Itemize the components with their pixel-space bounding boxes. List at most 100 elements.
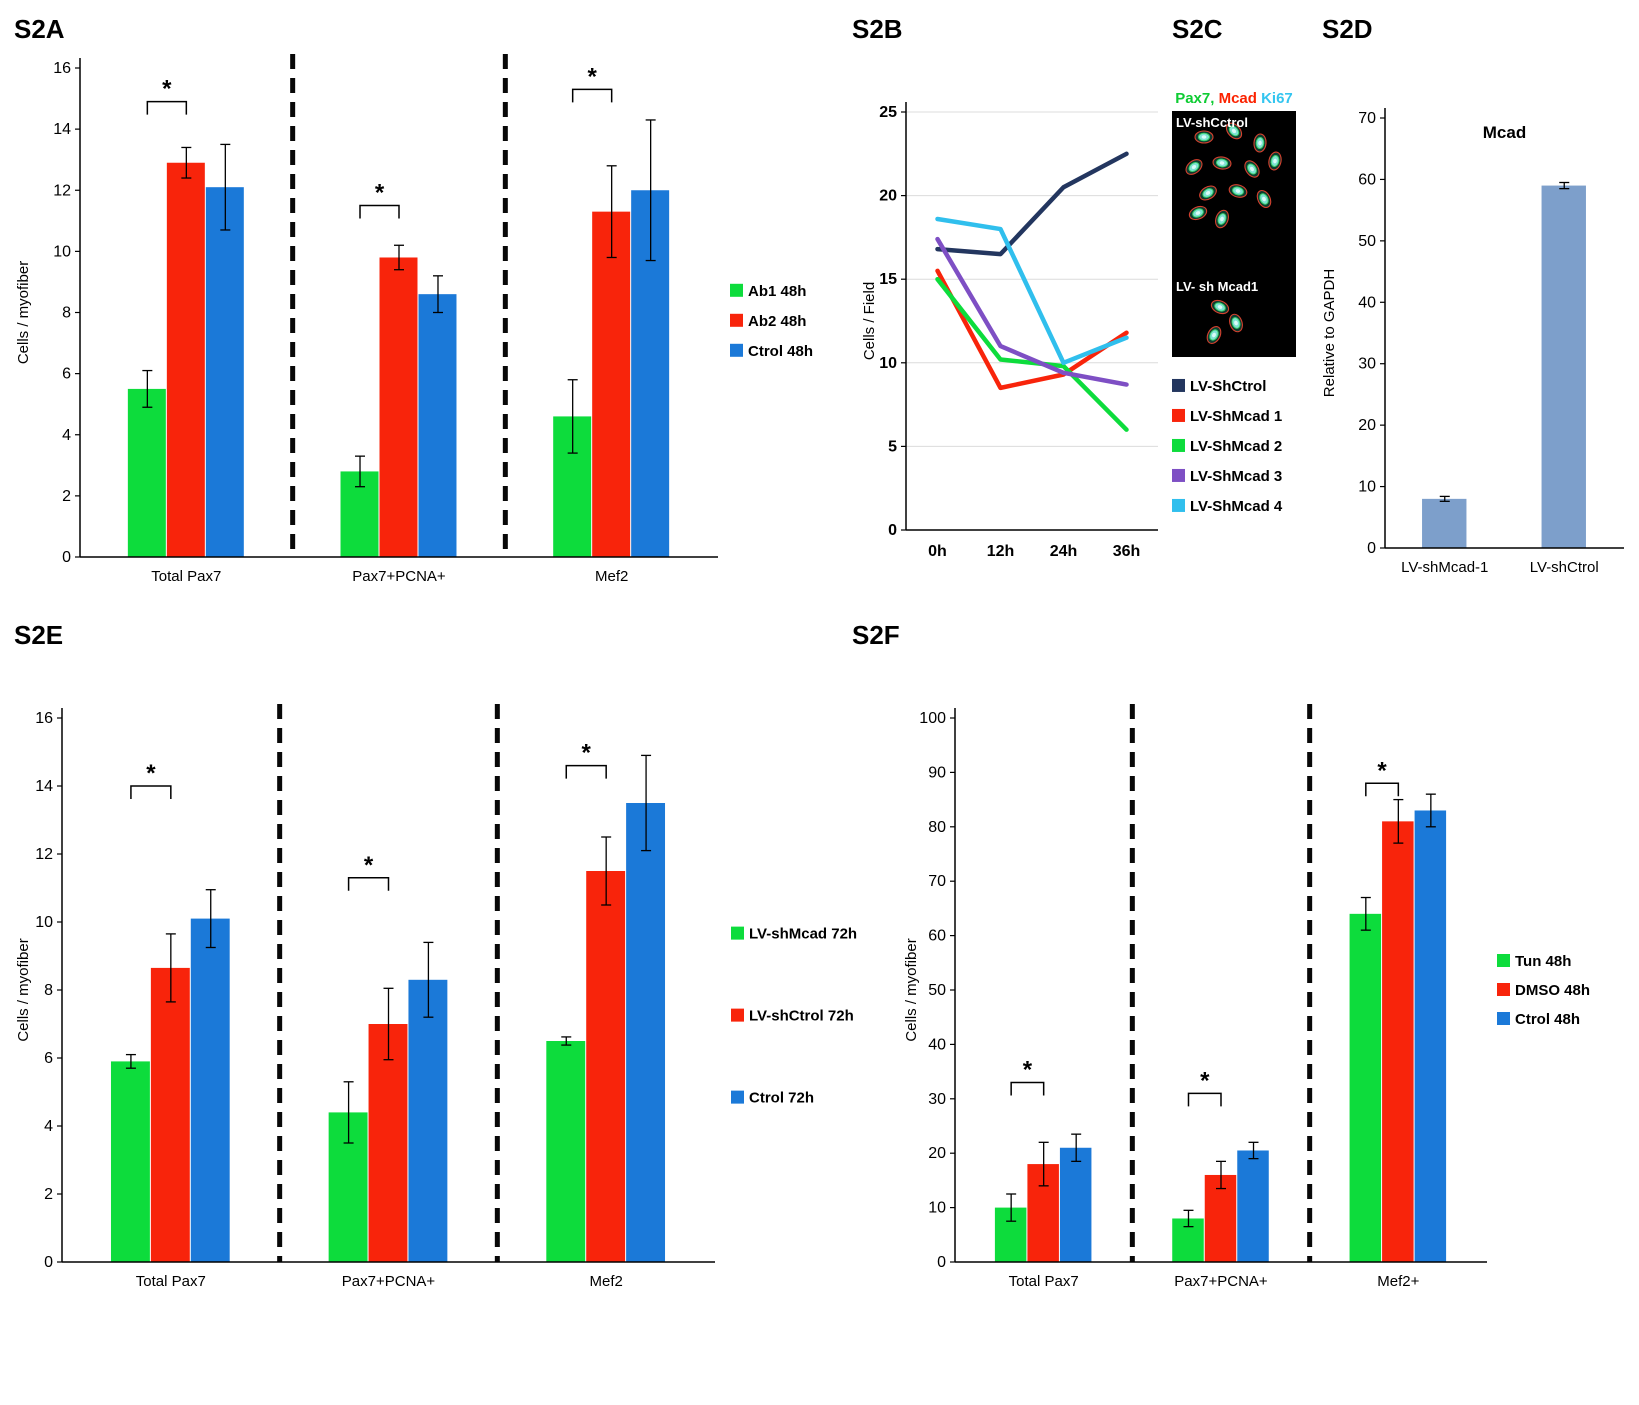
y-tick-label: 60 [928,928,946,945]
s2e-chart-canvas: 0 2 4 6 8 10 12 14 16 Total Pax7 Pax7+PCNA+ Mef2 * * *… [15,704,857,1290]
y-tick-label: 80 [928,819,946,836]
line-series [935,268,1129,391]
legend-swatch [1497,1012,1510,1025]
legend-swatch [731,1090,744,1104]
cell-nucleus [1212,332,1216,338]
y-tick-label: 16 [53,60,71,77]
x-tick-label: 24h [1050,543,1078,560]
cell-nucleus [1217,305,1223,309]
y-tick-label: 20 [928,1145,946,1162]
s2d-chart-canvas: 0 10 20 30 40 50 60 70 LV-shMcad-1 LV-shCtrol Rela… [1321,108,1624,576]
s2f-grouped-bar-chart: 0 10 20 30 40 50 60 70 80 90 100 Total Pax7 Pax7+PCN… [900,690,1635,1330]
sig-asterisk: * [1377,757,1387,784]
legend-swatch [730,313,743,327]
sig-asterisk: * [375,180,385,207]
s2c-microscopy-panel: Pax7, Mcad Ki67 LV-shCctrol LV- sh Mcad1 [1150,90,1318,357]
cell-nucleus [1195,211,1201,215]
s2b-line-chart: 0 5 10 15 20 25 0h 12h 24h 36h Cells / Field LV-ShC… [858,82,1288,582]
sig-asterisk: * [146,760,156,787]
cell-nucleus [1234,320,1238,326]
s2a-chart-canvas: 0 2 4 6 8 10 12 14 16 Total Pax7 Pax7+PCNA+ Mef2 * * *… [15,54,813,585]
y-tick-label: 2 [44,1186,53,1203]
cell-nucleus [1201,135,1207,139]
category-label: Total Pax7 [151,568,221,585]
y-tick-label: 8 [44,982,53,999]
bar [368,1024,408,1262]
y-tick-label: 4 [44,1118,53,1135]
category-label: Pax7+PCNA+ [352,568,446,585]
s2b-chart-canvas: 0 5 10 15 20 25 0h 12h 24h 36h Cells / Field LV-ShC… [861,102,1283,560]
legend-label: Ctrol 48h [748,343,813,360]
y-tick-label: 2 [62,488,71,505]
line-series [935,151,1129,257]
y-axis-title: Cells / Field [861,282,878,360]
sig-bracket [146,100,188,115]
cell-nucleus [1219,161,1225,165]
panel-label-s2c: S2C [1172,14,1223,44]
bar [1541,185,1586,549]
y-tick-label: 6 [44,1050,53,1067]
category-label: Pax7+PCNA+ [1174,1273,1268,1290]
y-tick-label: 10 [928,1200,946,1217]
y-axis-title: Cells / myofiber [15,261,32,364]
y-tick-label: 10 [35,914,53,931]
y-tick-label: 12 [35,846,53,863]
panel-label-s2a: S2A [14,14,65,44]
panel-label-s2e: S2E [14,620,64,650]
stain-label: Mcad [1214,90,1257,107]
legend-swatch [1497,954,1510,967]
cell-nucleus [1220,216,1224,222]
legend-swatch [1497,983,1510,996]
y-tick-label: 10 [1358,479,1376,496]
sig-bracket [359,204,400,219]
panel-label-s2b: S2B [852,14,903,44]
legend-label: Ab1 48h [748,283,806,300]
y-tick-label: 14 [53,121,71,138]
s2d-bar-chart: 0 10 20 30 40 50 60 70 LV-shMcad-1 LV-shCtrol Rela… [1318,78,1636,618]
category-label: Mef2+ [1377,1273,1419,1290]
y-tick-label: 30 [1358,356,1376,373]
y-tick-label: 10 [53,243,71,260]
category-label: LV-shMcad-1 [1401,559,1488,576]
category-label: Pax7+PCNA+ [342,1273,436,1290]
sig-bracket [1365,782,1400,797]
legend-label: LV-ShMcad 4 [1190,498,1283,515]
cell-nucleus [1235,189,1241,193]
y-tick-label: 14 [35,778,53,795]
sig-asterisk: * [582,740,592,767]
bar [1382,821,1414,1262]
bar [418,294,457,557]
y-tick-label: 70 [1358,110,1376,127]
y-tick-label: 25 [879,104,897,121]
legend-label: LV-ShMcad 1 [1190,408,1282,425]
stain-label: Ki67 [1256,90,1293,107]
legend-label: LV-ShMcad 2 [1190,438,1282,455]
legend-label: Ab2 48h [748,313,806,330]
y-tick-label: 90 [928,764,946,781]
legend-label: LV-ShCtrol [1190,378,1266,395]
cell-nucleus [1273,158,1277,164]
legend-swatch [730,283,743,297]
sig-asterisk: * [1023,1056,1033,1083]
y-tick-label: 12 [53,182,71,199]
bar [150,967,190,1262]
line-series [935,236,1129,387]
y-axis-title: Cells / myofiber [903,938,920,1041]
bar [166,162,205,557]
cell-nucleus [1258,140,1262,146]
legend-swatch [1172,408,1185,422]
y-tick-label: 0 [937,1254,946,1271]
sig-asterisk: * [364,852,374,879]
y-axis-title: Cells / myofiber [15,938,32,1041]
legend-swatch [1172,378,1185,392]
bar [592,211,631,558]
s2a-grouped-bar-chart: 0 2 4 6 8 10 12 14 16 Total Pax7 Pax7+PCNA+ Mef2 * * *… [12,50,842,595]
legend-label: Ctrol 72h [749,1090,814,1107]
y-tick-label: 60 [1358,171,1376,188]
bar [408,979,448,1262]
sig-bracket [1010,1081,1045,1096]
s2c-fluorescence-image: LV-shCctrol LV- sh Mcad1 [1172,111,1296,357]
category-label: Mef2 [595,568,628,585]
y-tick-label: 15 [879,271,897,288]
